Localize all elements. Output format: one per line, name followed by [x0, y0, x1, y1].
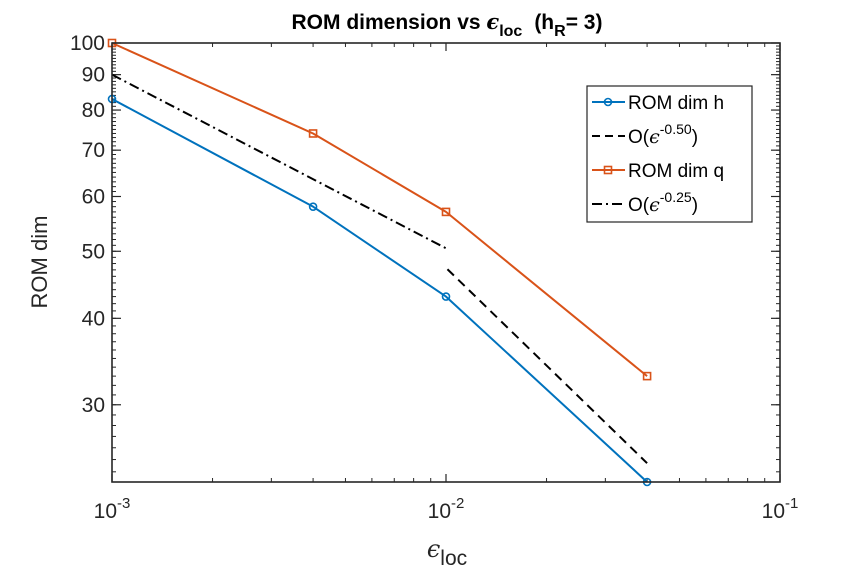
- y-tick-label: 100: [70, 32, 105, 55]
- legend: ROM dim h O(ϵ-0.50) ROM dim q O(ϵ-0.25): [586, 85, 753, 223]
- legend-entry-o-eps-050: O(ϵ-0.50): [592, 121, 698, 148]
- data-point: [642, 371, 652, 381]
- legend-label-rom-dim-q: ROM dim q: [628, 161, 724, 182]
- reference-line-1: [446, 268, 648, 464]
- x-tick-label: 10-1: [762, 495, 799, 523]
- series-layer: [107, 38, 652, 487]
- legend-box: [586, 85, 753, 223]
- x-tick-label: 10-3: [94, 495, 131, 523]
- y-tick-label: 60: [82, 185, 105, 208]
- x-axis-label: ϵloc: [427, 535, 467, 570]
- legend-entry-rom-dim-h: ROM dim h: [592, 93, 724, 114]
- axes-box: [111, 42, 781, 483]
- data-point: [441, 207, 451, 217]
- data-point: [441, 292, 451, 301]
- y-tick-label: 50: [82, 240, 105, 263]
- legend-label-o-eps-050: O(ϵ-0.50): [628, 121, 698, 148]
- legend-entry-o-eps-025: O(ϵ-0.25): [592, 189, 698, 216]
- legend-label-o-eps-025: O(ϵ-0.25): [628, 189, 698, 216]
- y-tick-label: 40: [82, 307, 105, 330]
- y-axis-label: ROM dim: [27, 216, 52, 309]
- y-tick-label: 90: [82, 64, 105, 87]
- legend-entry-rom-dim-q: ROM dim q: [592, 161, 724, 182]
- y-tick-label: 30: [82, 394, 105, 417]
- data-point: [308, 202, 318, 211]
- data-point: [308, 129, 318, 138]
- y-tick-label: 70: [82, 139, 105, 162]
- reference-line-3: [111, 73, 447, 250]
- chart-title: ROM dimension vs ϵloc (hR= 3): [292, 9, 603, 40]
- legend-label-rom-dim-h: ROM dim h: [628, 93, 724, 114]
- series-line-rom-dim-q: [111, 42, 648, 377]
- ticks-layer: 10-3 10-2 10-1 30 40 50 60 70 80 90 100: [70, 32, 798, 523]
- y-tick-label: 80: [82, 99, 105, 122]
- series-line-rom-dim-h: [111, 98, 648, 483]
- x-tick-label: 10-2: [428, 495, 465, 523]
